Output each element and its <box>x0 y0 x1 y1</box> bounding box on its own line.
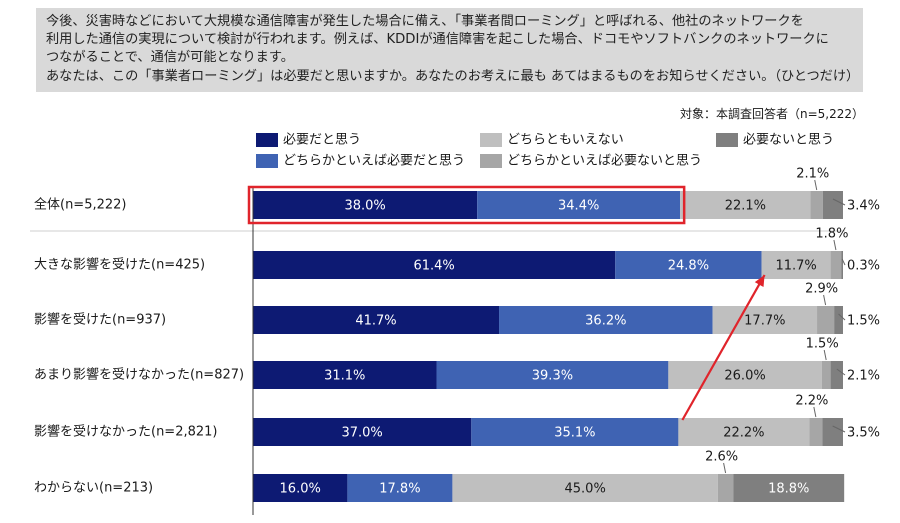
legend-swatch-4 <box>256 154 278 168</box>
data-label-r6-s1: 16.0% <box>280 482 321 497</box>
bar-r6-s1 <box>253 474 348 502</box>
legend-label-4: どちらかといえば必要だと思う <box>283 154 465 169</box>
leader-r6-s4 <box>723 462 727 474</box>
legend-swatch-1 <box>256 133 278 147</box>
bar-r6-s2 <box>347 474 453 502</box>
trend-arrow-line <box>681 274 766 421</box>
question-line-2: 利用した通信の実現について検討が行われます。例えば、KDDIが通信障害を起こした… <box>46 32 829 48</box>
bar-r2-s2 <box>615 251 762 279</box>
data-label-r6-s4: 2.6% <box>705 450 738 465</box>
leader-r1-s5 <box>832 198 846 206</box>
bar-r2-s4 <box>830 251 842 279</box>
data-label-r1-s4: 2.1% <box>796 167 829 182</box>
bar-r1-s2 <box>477 191 681 219</box>
data-label-r3-s3: 17.7% <box>744 314 785 329</box>
bar-r4-s2 <box>436 361 669 389</box>
legend-label-1: 必要だと思う <box>283 133 361 148</box>
bar-r4-s5 <box>830 361 843 389</box>
question-box: 今後、災害時などにおいて大規模な通信障害が発生した場合に備え、「事業者間ローミン… <box>36 8 863 92</box>
bar-r3-s4 <box>817 306 835 334</box>
leader-r4-s5 <box>836 368 846 376</box>
bar-r6-s4 <box>717 474 734 502</box>
highlight-box <box>247 185 686 225</box>
data-label-r4-s3: 26.0% <box>724 369 765 384</box>
leader-r4-s4 <box>823 349 827 361</box>
bar-r6-s5 <box>733 474 845 502</box>
legend-swatch-5 <box>480 154 502 168</box>
data-label-r3-s1: 41.7% <box>355 314 396 329</box>
bar-r5-s4 <box>809 418 823 446</box>
bar-r3-s1 <box>253 306 500 334</box>
bar-r2-s5 <box>841 251 843 279</box>
bar-r5-s3 <box>678 418 810 446</box>
legend-label-3: 必要ないと思う <box>743 133 834 148</box>
leader-r2-s4 <box>833 239 837 251</box>
bar-r1-s1 <box>253 191 478 219</box>
category-label-6: わからない(n=213) <box>34 481 153 496</box>
bar-r5-s5 <box>822 418 843 446</box>
data-label-r4-s2: 39.3% <box>532 369 573 384</box>
data-label-r3-s4: 2.9% <box>805 282 838 297</box>
bar-r3-s3 <box>712 306 818 334</box>
bar-r4-s4 <box>821 361 831 389</box>
data-label-r3-s2: 36.2% <box>585 314 626 329</box>
data-label-r2-s1: 61.4% <box>413 259 454 274</box>
trend-arrow-head <box>754 275 765 288</box>
data-label-r5-s1: 37.0% <box>341 426 382 441</box>
bar-r1-s3 <box>680 191 811 219</box>
data-label-r5-s5: 3.5% <box>847 426 880 441</box>
bar-r1-s4 <box>810 191 823 219</box>
category-label-1: 全体(n=5,222) <box>34 197 127 213</box>
data-label-r4-s5: 2.1% <box>847 369 880 384</box>
target-note: 対象：本調査回答者（n=5,222） <box>679 107 864 121</box>
data-label-r1-s1: 38.0% <box>344 199 385 214</box>
data-label-r5-s3: 22.2% <box>723 426 764 441</box>
bar-r3-s5 <box>834 306 843 334</box>
data-label-r6-s5: 18.8% <box>768 482 809 497</box>
category-label-4: あまり影響を受けなかった(n=827) <box>34 367 244 383</box>
bar-r5-s1 <box>253 418 472 446</box>
data-label-r1-s5: 3.4% <box>847 199 880 214</box>
bar-r5-s2 <box>471 418 679 446</box>
leader-r3-s5 <box>838 313 846 321</box>
data-label-r6-s3: 45.0% <box>565 482 606 497</box>
data-label-r1-s2: 34.4% <box>558 199 599 214</box>
bar-r2-s1 <box>253 251 616 279</box>
data-label-r2-s5: 0.3% <box>847 259 880 274</box>
category-label-3: 影響を受けた(n=937) <box>34 312 166 328</box>
bar-r6-s3 <box>452 474 718 502</box>
question-line-4: あなたは、この「事業者ローミング」は必要だと思いますか。あなたのお考えに最も あ… <box>46 68 860 84</box>
data-label-r4-s1: 31.1% <box>324 369 365 384</box>
category-label-2: 大きな影響を受けた(n=425) <box>34 257 205 273</box>
bar-r4-s3 <box>668 361 822 389</box>
data-label-r2-s4: 1.8% <box>815 227 848 242</box>
leader-r5-s4 <box>813 406 817 418</box>
data-label-r2-s2: 24.8% <box>668 259 709 274</box>
bar-r1-s5 <box>822 191 843 219</box>
leader-r5-s5 <box>832 425 846 433</box>
bar-r3-s2 <box>499 306 713 334</box>
data-label-r1-s3: 22.1% <box>725 199 766 214</box>
leader-r1-s4 <box>814 179 818 191</box>
data-label-r4-s4: 1.5% <box>806 337 839 352</box>
data-label-r5-s4: 2.2% <box>795 394 828 409</box>
data-label-r6-s2: 17.8% <box>379 482 420 497</box>
leader-r3-s4 <box>823 294 827 306</box>
question-line-1: 今後、災害時などにおいて大規模な通信障害が発生した場合に備え、「事業者間ローミン… <box>46 14 804 29</box>
bar-r2-s3 <box>761 251 831 279</box>
category-label-5: 影響を受けなかった(n=2,821) <box>34 424 218 440</box>
legend-label-2: どちらともいえない <box>507 133 624 148</box>
data-label-r5-s2: 35.1% <box>554 426 595 441</box>
legend-label-5: どちらかといえば必要ないと思う <box>507 154 702 169</box>
data-label-r2-s3: 11.7% <box>775 259 816 274</box>
leader-r2-s5 <box>841 258 846 266</box>
data-label-r3-s5: 1.5% <box>847 314 880 329</box>
legend-swatch-3 <box>716 133 738 147</box>
question-line-3: つながることで、通信が可能となります。 <box>46 50 294 66</box>
bar-r4-s1 <box>253 361 437 389</box>
legend-swatch-2 <box>480 133 502 147</box>
